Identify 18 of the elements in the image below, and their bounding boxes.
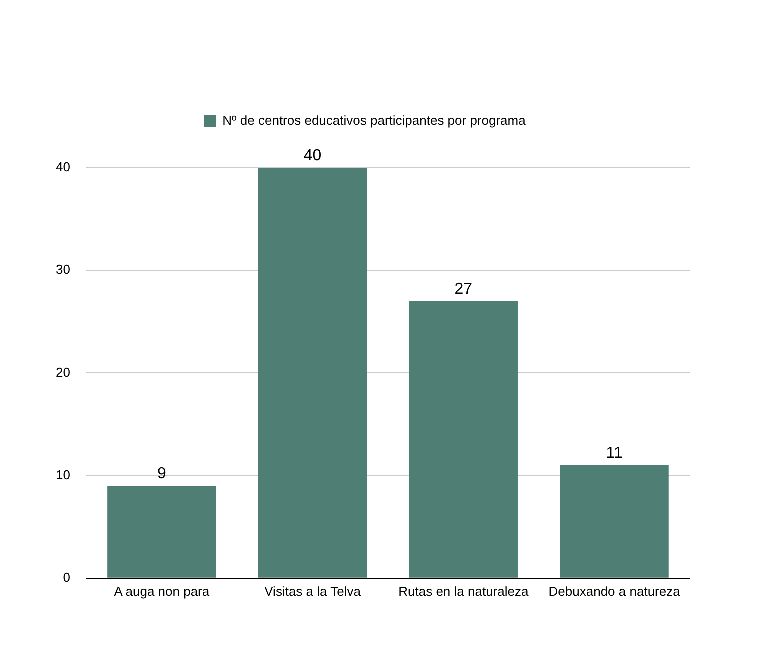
bar: [258, 168, 368, 578]
data-label: 9: [157, 465, 166, 482]
y-tick-label: 0: [63, 570, 70, 585]
legend-label: Nº de centros educativos participantes por programa: [222, 113, 527, 128]
data-label: 27: [454, 280, 473, 298]
y-tick-label: 10: [56, 467, 70, 482]
y-tick-label: 40: [56, 160, 70, 175]
x-tick-label: A auga non para: [114, 584, 210, 599]
bar: [409, 301, 518, 578]
data-label: 11: [606, 444, 623, 462]
x-tick-label: Rutas en la naturaleza: [398, 584, 530, 599]
x-tick-label: Visitas a la Telva: [264, 584, 362, 599]
data-label: 40: [304, 147, 322, 164]
y-tick-label: 30: [56, 262, 70, 278]
x-tick-label: Debuxando a natureza: [548, 584, 682, 599]
bar: [108, 486, 216, 578]
y-tick-label: 20: [56, 364, 70, 380]
bar: [560, 466, 669, 578]
